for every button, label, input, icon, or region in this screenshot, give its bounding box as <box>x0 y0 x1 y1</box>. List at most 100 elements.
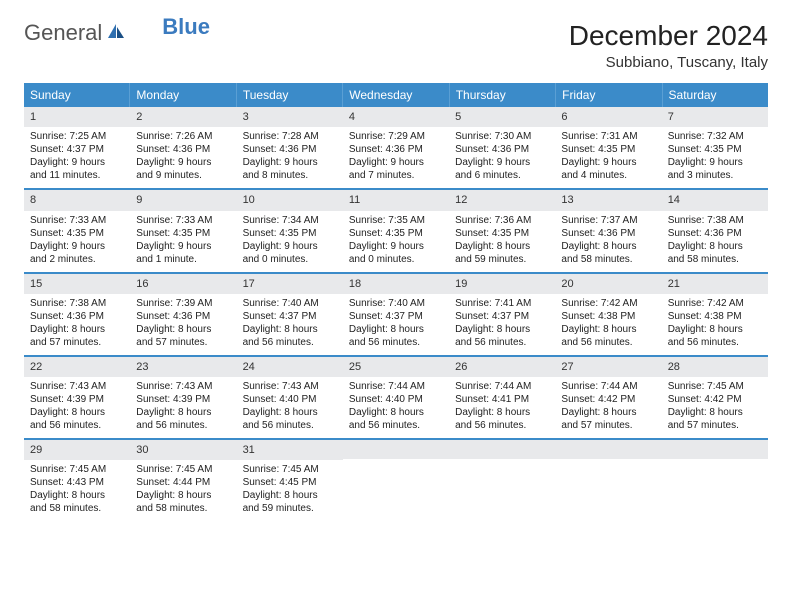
day-cell: 15Sunrise: 7:38 AMSunset: 4:36 PMDayligh… <box>24 274 130 355</box>
sunset-text: Sunset: 4:41 PM <box>455 393 549 406</box>
daylight-text: Daylight: 8 hours and 56 minutes. <box>349 323 443 349</box>
sunrise-text: Sunrise: 7:36 AM <box>455 214 549 227</box>
day-details: Sunrise: 7:36 AMSunset: 4:35 PMDaylight:… <box>449 211 555 272</box>
day-number: 28 <box>662 357 768 377</box>
day-cell: 23Sunrise: 7:43 AMSunset: 4:39 PMDayligh… <box>130 357 236 438</box>
day-details: Sunrise: 7:40 AMSunset: 4:37 PMDaylight:… <box>237 294 343 355</box>
calendar-grid: Sunday Monday Tuesday Wednesday Thursday… <box>24 83 768 521</box>
day-number: 10 <box>237 190 343 210</box>
day-number: 26 <box>449 357 555 377</box>
daylight-text: Daylight: 9 hours and 2 minutes. <box>30 240 124 266</box>
day-cell: 3Sunrise: 7:28 AMSunset: 4:36 PMDaylight… <box>237 107 343 188</box>
day-cell: 30Sunrise: 7:45 AMSunset: 4:44 PMDayligh… <box>130 440 236 521</box>
day-number: 13 <box>555 190 661 210</box>
day-number: 15 <box>24 274 130 294</box>
week-row: 29Sunrise: 7:45 AMSunset: 4:43 PMDayligh… <box>24 440 768 521</box>
sunset-text: Sunset: 4:36 PM <box>349 143 443 156</box>
sunset-text: Sunset: 4:40 PM <box>243 393 337 406</box>
sunset-text: Sunset: 4:44 PM <box>136 476 230 489</box>
day-cell <box>449 440 555 521</box>
sunrise-text: Sunrise: 7:33 AM <box>136 214 230 227</box>
day-details: Sunrise: 7:44 AMSunset: 4:41 PMDaylight:… <box>449 377 555 438</box>
day-cell: 28Sunrise: 7:45 AMSunset: 4:42 PMDayligh… <box>662 357 768 438</box>
sunset-text: Sunset: 4:39 PM <box>30 393 124 406</box>
day-details: Sunrise: 7:44 AMSunset: 4:42 PMDaylight:… <box>555 377 661 438</box>
sunset-text: Sunset: 4:37 PM <box>455 310 549 323</box>
day-cell: 22Sunrise: 7:43 AMSunset: 4:39 PMDayligh… <box>24 357 130 438</box>
day-number: 1 <box>24 107 130 127</box>
week-row: 1Sunrise: 7:25 AMSunset: 4:37 PMDaylight… <box>24 107 768 190</box>
day-number: 6 <box>555 107 661 127</box>
day-details: Sunrise: 7:29 AMSunset: 4:36 PMDaylight:… <box>343 127 449 188</box>
day-number: 25 <box>343 357 449 377</box>
sunrise-text: Sunrise: 7:39 AM <box>136 297 230 310</box>
day-number: 9 <box>130 190 236 210</box>
day-cell: 24Sunrise: 7:43 AMSunset: 4:40 PMDayligh… <box>237 357 343 438</box>
sunrise-text: Sunrise: 7:40 AM <box>349 297 443 310</box>
day-details: Sunrise: 7:31 AMSunset: 4:35 PMDaylight:… <box>555 127 661 188</box>
sunrise-text: Sunrise: 7:30 AM <box>455 130 549 143</box>
sunrise-text: Sunrise: 7:45 AM <box>243 463 337 476</box>
day-cell: 11Sunrise: 7:35 AMSunset: 4:35 PMDayligh… <box>343 190 449 271</box>
day-cell: 18Sunrise: 7:40 AMSunset: 4:37 PMDayligh… <box>343 274 449 355</box>
day-number: 21 <box>662 274 768 294</box>
daylight-text: Daylight: 8 hours and 56 minutes. <box>349 406 443 432</box>
day-number: 29 <box>24 440 130 460</box>
day-details: Sunrise: 7:45 AMSunset: 4:43 PMDaylight:… <box>24 460 130 521</box>
daylight-text: Daylight: 9 hours and 3 minutes. <box>668 156 762 182</box>
sunrise-text: Sunrise: 7:45 AM <box>668 380 762 393</box>
day-cell: 1Sunrise: 7:25 AMSunset: 4:37 PMDaylight… <box>24 107 130 188</box>
day-number <box>449 440 555 459</box>
day-details: Sunrise: 7:39 AMSunset: 4:36 PMDaylight:… <box>130 294 236 355</box>
daylight-text: Daylight: 8 hours and 56 minutes. <box>455 406 549 432</box>
sunrise-text: Sunrise: 7:34 AM <box>243 214 337 227</box>
day-number: 8 <box>24 190 130 210</box>
day-details: Sunrise: 7:25 AMSunset: 4:37 PMDaylight:… <box>24 127 130 188</box>
sunrise-text: Sunrise: 7:43 AM <box>136 380 230 393</box>
daylight-text: Daylight: 9 hours and 7 minutes. <box>349 156 443 182</box>
week-row: 8Sunrise: 7:33 AMSunset: 4:35 PMDaylight… <box>24 190 768 273</box>
sunrise-text: Sunrise: 7:45 AM <box>30 463 124 476</box>
sunset-text: Sunset: 4:42 PM <box>561 393 655 406</box>
daylight-text: Daylight: 9 hours and 6 minutes. <box>455 156 549 182</box>
day-details: Sunrise: 7:41 AMSunset: 4:37 PMDaylight:… <box>449 294 555 355</box>
sunset-text: Sunset: 4:37 PM <box>349 310 443 323</box>
daylight-text: Daylight: 8 hours and 56 minutes. <box>455 323 549 349</box>
day-number: 4 <box>343 107 449 127</box>
day-number: 24 <box>237 357 343 377</box>
sunrise-text: Sunrise: 7:44 AM <box>561 380 655 393</box>
day-cell: 19Sunrise: 7:41 AMSunset: 4:37 PMDayligh… <box>449 274 555 355</box>
day-details: Sunrise: 7:26 AMSunset: 4:36 PMDaylight:… <box>130 127 236 188</box>
day-details: Sunrise: 7:32 AMSunset: 4:35 PMDaylight:… <box>662 127 768 188</box>
sunrise-text: Sunrise: 7:37 AM <box>561 214 655 227</box>
sunset-text: Sunset: 4:35 PM <box>243 227 337 240</box>
daylight-text: Daylight: 8 hours and 57 minutes. <box>136 323 230 349</box>
sunset-text: Sunset: 4:39 PM <box>136 393 230 406</box>
day-cell: 8Sunrise: 7:33 AMSunset: 4:35 PMDaylight… <box>24 190 130 271</box>
day-cell: 13Sunrise: 7:37 AMSunset: 4:36 PMDayligh… <box>555 190 661 271</box>
day-details: Sunrise: 7:30 AMSunset: 4:36 PMDaylight:… <box>449 127 555 188</box>
sunrise-text: Sunrise: 7:38 AM <box>668 214 762 227</box>
day-details: Sunrise: 7:44 AMSunset: 4:40 PMDaylight:… <box>343 377 449 438</box>
sunrise-text: Sunrise: 7:44 AM <box>455 380 549 393</box>
brand-logo: General Blue <box>24 20 210 46</box>
sunrise-text: Sunrise: 7:29 AM <box>349 130 443 143</box>
daylight-text: Daylight: 9 hours and 4 minutes. <box>561 156 655 182</box>
sunset-text: Sunset: 4:36 PM <box>243 143 337 156</box>
day-cell: 5Sunrise: 7:30 AMSunset: 4:36 PMDaylight… <box>449 107 555 188</box>
weekday-header: Monday <box>130 83 236 107</box>
day-number: 22 <box>24 357 130 377</box>
day-number: 19 <box>449 274 555 294</box>
day-number: 30 <box>130 440 236 460</box>
month-title: December 2024 <box>569 20 768 52</box>
day-cell <box>555 440 661 521</box>
sunrise-text: Sunrise: 7:28 AM <box>243 130 337 143</box>
day-cell: 7Sunrise: 7:32 AMSunset: 4:35 PMDaylight… <box>662 107 768 188</box>
sunset-text: Sunset: 4:35 PM <box>455 227 549 240</box>
daylight-text: Daylight: 9 hours and 8 minutes. <box>243 156 337 182</box>
day-number <box>343 440 449 459</box>
title-block: December 2024 Subbiano, Tuscany, Italy <box>569 20 768 71</box>
day-details: Sunrise: 7:43 AMSunset: 4:39 PMDaylight:… <box>130 377 236 438</box>
day-details: Sunrise: 7:33 AMSunset: 4:35 PMDaylight:… <box>130 211 236 272</box>
sunset-text: Sunset: 4:38 PM <box>668 310 762 323</box>
